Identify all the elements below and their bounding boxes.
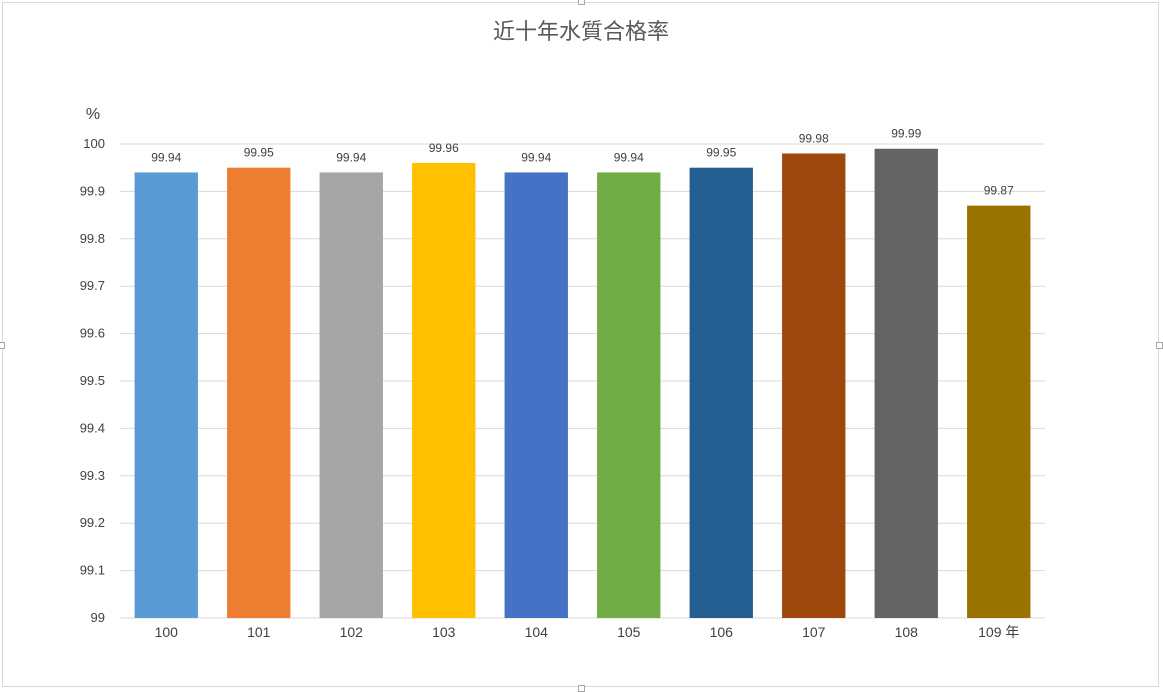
data-label: 99.96	[429, 141, 459, 155]
bar-108	[874, 148, 938, 619]
x-tick-label: 109 年	[978, 624, 1019, 640]
bar-106	[689, 167, 753, 618]
data-label: 99.95	[244, 146, 274, 160]
data-label: 99.94	[336, 150, 366, 164]
y-tick-label: 99.6	[80, 326, 105, 341]
x-tick-label: 104	[525, 624, 549, 640]
data-label: 99.94	[521, 150, 551, 164]
bar-101	[227, 167, 291, 618]
data-label: 99.98	[799, 131, 829, 145]
y-tick-label: 100	[83, 136, 105, 151]
chart-title: 近十年水質合格率	[493, 20, 669, 45]
x-axis-ticks: 100 101 102 103 104 105 106 107 108 109 年	[155, 624, 1020, 640]
y-tick-label: 99.9	[80, 183, 105, 198]
bars	[134, 148, 1031, 619]
x-tick-label: 107	[802, 624, 826, 640]
bar-102	[319, 172, 383, 618]
x-tick-label: 108	[895, 624, 919, 640]
resize-handle-top[interactable]	[578, 0, 585, 5]
x-tick-label: 100	[155, 624, 179, 640]
y-tick-label: 99.2	[80, 515, 105, 530]
bar-103	[412, 162, 476, 618]
bar-104	[504, 172, 568, 618]
data-label: 99.95	[706, 146, 736, 160]
data-label: 99.94	[614, 150, 644, 164]
resize-handle-left[interactable]	[0, 342, 5, 349]
x-tick-label: 101	[247, 624, 271, 640]
y-tick-label: 99.8	[80, 231, 105, 246]
y-tick-label: 99	[91, 610, 105, 625]
x-tick-label: 105	[617, 624, 641, 640]
data-labels: 99.94 99.95 99.94 99.96 99.94 99.94 99.95 99.98…	[151, 127, 1014, 198]
y-tick-label: 99.4	[80, 420, 105, 435]
x-tick-label: 106	[710, 624, 734, 640]
y-tick-label: 99.5	[80, 373, 105, 388]
bar-107	[782, 153, 846, 619]
bar-109	[967, 205, 1031, 618]
x-tick-label: 103	[432, 624, 456, 640]
data-label: 99.87	[984, 184, 1014, 198]
bar-100	[134, 172, 198, 618]
bar-105	[597, 172, 661, 618]
x-tick-label: 102	[340, 624, 364, 640]
data-label: 99.94	[151, 150, 181, 164]
data-label: 99.99	[891, 127, 921, 141]
y-tick-label: 99.3	[80, 468, 105, 483]
y-axis-unit-label: %	[86, 106, 100, 123]
y-tick-label: 99.1	[80, 563, 105, 578]
y-axis-ticks: 99 99.1 99.2 99.3 99.4 99.5 99.6 99.7 99.8 99.9 10…	[80, 136, 105, 625]
y-tick-label: 99.7	[80, 278, 105, 293]
